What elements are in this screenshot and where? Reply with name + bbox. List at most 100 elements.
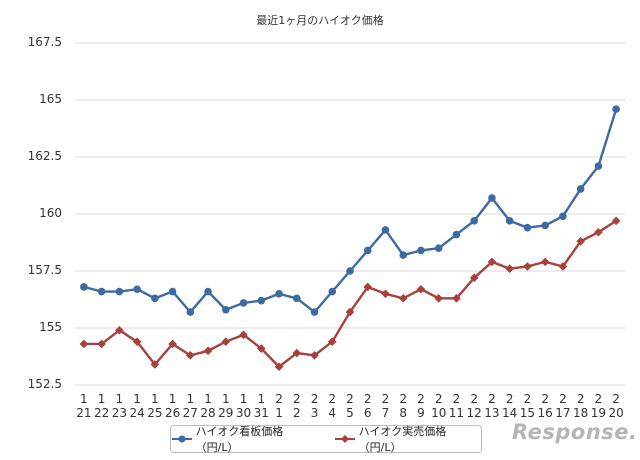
- x-tick-day: 23: [111, 406, 127, 420]
- data-point-signboard: [363, 246, 372, 255]
- x-tick-day: 9: [417, 406, 425, 420]
- legend-item-signboard[interactable]: ハイオク看板価格（円/L）: [171, 423, 318, 455]
- x-tick-month: 2: [559, 392, 567, 406]
- data-point-signboard: [612, 105, 620, 113]
- data-point-signboard: [399, 251, 408, 259]
- data-point-signboard: [222, 305, 230, 314]
- series-line-0: [83, 108, 618, 314]
- x-tick-label: 1 27: [179, 392, 201, 420]
- x-tick-day: 18: [573, 406, 589, 420]
- data-point-signboard: [186, 308, 195, 316]
- chart-title: 最近1ヶ月のハイオク価格: [256, 14, 384, 27]
- data-point-signboard: [594, 162, 603, 170]
- x-tick-month: 1: [133, 392, 141, 406]
- x-tick-month: 2: [594, 392, 603, 406]
- data-point-actual: [221, 337, 231, 346]
- x-tick-label: 1 26: [162, 392, 184, 420]
- x-tick-month: 1: [168, 392, 177, 406]
- data-point-signboard: [434, 244, 443, 252]
- data-point-signboard: [151, 294, 159, 303]
- x-tick-month: 2: [363, 392, 372, 406]
- x-tick-label: 2 17: [552, 392, 574, 420]
- data-point-actual: [203, 346, 213, 356]
- x-tick-day: 15: [519, 406, 536, 420]
- data-point-actual: [150, 360, 160, 369]
- x-tick-month: 1: [257, 392, 266, 406]
- y-tick-label: 157.5: [27, 263, 62, 277]
- x-tick-day: 4: [328, 406, 337, 420]
- data-point-actual: [345, 307, 355, 317]
- x-tick-month: 2: [417, 392, 425, 406]
- data-point-actual: [381, 289, 390, 299]
- x-tick-month: 2: [541, 392, 549, 406]
- x-tick-label: 2 13: [481, 392, 503, 420]
- data-point-actual: [186, 351, 195, 360]
- x-tick-label: 2 19: [587, 392, 609, 420]
- x-tick-label: 1 24: [126, 392, 148, 420]
- data-point-signboard: [346, 267, 354, 275]
- x-tick-day: 29: [218, 406, 234, 420]
- data-point-actual: [469, 273, 479, 283]
- x-tick-month: 2: [346, 392, 354, 406]
- x-tick-month: 2: [576, 392, 585, 406]
- x-tick-day: 30: [235, 406, 252, 420]
- x-tick-day: 28: [200, 406, 216, 420]
- x-tick-label: 1 28: [197, 392, 219, 420]
- data-point-actual: [523, 262, 532, 271]
- x-tick-day: 17: [555, 406, 571, 420]
- x-tick-day: 2: [292, 406, 301, 420]
- x-tick-month: 2: [470, 392, 478, 406]
- data-point-signboard: [417, 246, 425, 255]
- data-point-signboard: [257, 296, 266, 305]
- x-tick-day: 14: [502, 406, 518, 420]
- data-point-actual: [115, 325, 124, 335]
- x-tick-day: 22: [93, 406, 110, 420]
- data-point-actual: [132, 337, 142, 346]
- data-point-actual: [540, 257, 550, 267]
- data-point-actual: [239, 330, 248, 340]
- x-tick-month: 2: [488, 392, 496, 406]
- x-tick-month: 2: [399, 392, 408, 406]
- x-tick-month: 1: [97, 392, 106, 406]
- x-tick-day: 12: [466, 406, 482, 420]
- data-point-signboard: [488, 194, 496, 202]
- x-tick-label: 2 18: [570, 392, 592, 420]
- x-tick-label: 1 22: [91, 392, 113, 420]
- x-tick-day: 26: [164, 406, 181, 420]
- data-point-signboard: [523, 223, 532, 232]
- x-tick-day: 3: [310, 406, 319, 420]
- x-tick-label: 1 31: [250, 392, 272, 420]
- data-point-actual: [79, 339, 89, 349]
- x-tick-label: 2 16: [534, 392, 556, 420]
- response-watermark: Response.: [512, 420, 638, 444]
- data-point-actual: [434, 294, 444, 303]
- data-point-signboard: [328, 287, 337, 296]
- x-tick-month: 1: [204, 392, 212, 406]
- data-point-signboard: [115, 287, 124, 296]
- x-tick-label: 1 23: [108, 392, 130, 420]
- x-tick-label: 1 30: [233, 392, 255, 420]
- x-tick-month: 2: [275, 392, 283, 406]
- data-point-signboard: [292, 294, 301, 303]
- data-point-signboard: [239, 299, 248, 307]
- x-tick-month: 1: [80, 392, 88, 406]
- x-tick-month: 1: [115, 392, 124, 406]
- data-point-actual: [327, 337, 337, 346]
- y-tick-label: 152.5: [27, 377, 62, 391]
- legend-item-actual[interactable]: ハイオク実売価格（円/L）: [334, 423, 481, 455]
- data-point-actual: [256, 344, 266, 353]
- x-tick-month: 2: [434, 392, 443, 406]
- data-point-actual: [594, 227, 603, 237]
- x-tick-day: 1: [275, 406, 283, 420]
- y-tick-label: 167.5: [27, 35, 62, 49]
- x-tick-label: 1 25: [144, 392, 166, 420]
